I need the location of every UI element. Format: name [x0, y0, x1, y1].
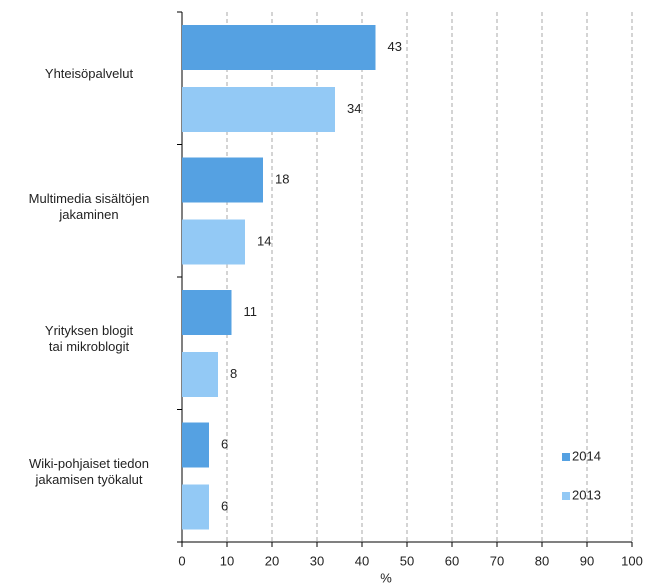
x-tick-label: 90 — [580, 553, 594, 568]
bar — [182, 290, 232, 335]
x-tick-label: 10 — [220, 553, 234, 568]
value-label: 34 — [347, 101, 361, 116]
y-tick-label: Yrityksen blogit tai mikroblogit — [44, 323, 134, 355]
y-tick-label: Yhteisöpalvelut — [44, 66, 134, 82]
x-tick-label: 40 — [355, 553, 369, 568]
x-tick-label: 20 — [265, 553, 279, 568]
legend-label: 2014 — [572, 448, 601, 463]
x-tick-label: 60 — [445, 553, 459, 568]
y-tick-label: Multimedia sisältöjen jakaminen — [28, 190, 150, 222]
bar — [182, 25, 376, 70]
x-axis-label: % — [380, 570, 392, 585]
x-tick-label: 100 — [621, 553, 643, 568]
legend-swatch — [562, 453, 570, 461]
value-label: 6 — [221, 498, 228, 513]
x-tick-label: 80 — [535, 553, 549, 568]
legend-label: 2013 — [572, 487, 601, 502]
bar — [182, 219, 245, 265]
bar — [182, 87, 335, 132]
x-tick-label: 0 — [178, 553, 185, 568]
value-label: 11 — [244, 304, 258, 319]
value-label: 43 — [388, 39, 402, 54]
legend-swatch — [562, 492, 570, 500]
bar — [182, 352, 218, 397]
x-tick-label: 70 — [490, 553, 504, 568]
x-tick-label: 30 — [310, 553, 324, 568]
value-label: 14 — [257, 233, 271, 248]
x-tick-label: 50 — [400, 553, 414, 568]
bar — [182, 484, 209, 530]
value-label: 18 — [275, 171, 289, 186]
value-label: 8 — [230, 366, 237, 381]
bar — [182, 157, 263, 203]
value-label: 6 — [221, 436, 228, 451]
bar — [182, 422, 209, 468]
y-tick-label: Wiki-pohjaiset tiedon jakamisen työkalut — [29, 455, 149, 487]
